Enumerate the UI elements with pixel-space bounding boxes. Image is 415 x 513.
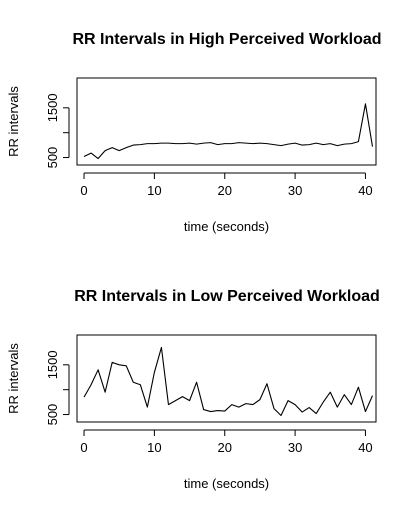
plot-box xyxy=(76,77,377,166)
y-tick-label: 500 xyxy=(45,147,60,169)
x-tick-label: 30 xyxy=(288,440,302,455)
y-axis-label: RR intervals xyxy=(6,86,21,157)
x-axis-label: time (seconds) xyxy=(184,476,269,491)
y-tick-label: 1500 xyxy=(45,93,60,122)
chart-panel-2: RR Intervals in Low Perceived Workload 0 1… xyxy=(6,288,380,491)
chart-title: RR Intervals in High Perceived Workload xyxy=(72,31,381,48)
x-tick-label: 10 xyxy=(147,440,161,455)
x-axis-label: time (seconds) xyxy=(184,219,269,234)
chart-title: RR Intervals in Low Perceived Workload xyxy=(74,288,380,305)
x-tick-label: 20 xyxy=(218,183,232,198)
x-tick-label: 0 xyxy=(80,183,87,198)
y-axis-label: RR intervals xyxy=(6,343,21,414)
plot-box xyxy=(76,334,377,423)
y-tick-label: 500 xyxy=(45,404,60,426)
series-line xyxy=(83,346,373,417)
chart-panel-1: RR Intervals in High Perceived Workload 0… xyxy=(6,31,382,234)
y-tick-label: 1500 xyxy=(45,350,60,379)
x-tick-label: 30 xyxy=(288,183,302,198)
x-tick-label: 40 xyxy=(358,183,372,198)
x-tick-label: 20 xyxy=(218,440,232,455)
x-tick-label: 0 xyxy=(80,440,87,455)
x-tick-label: 10 xyxy=(147,183,161,198)
series-line xyxy=(83,103,374,160)
x-tick-label: 40 xyxy=(358,440,372,455)
